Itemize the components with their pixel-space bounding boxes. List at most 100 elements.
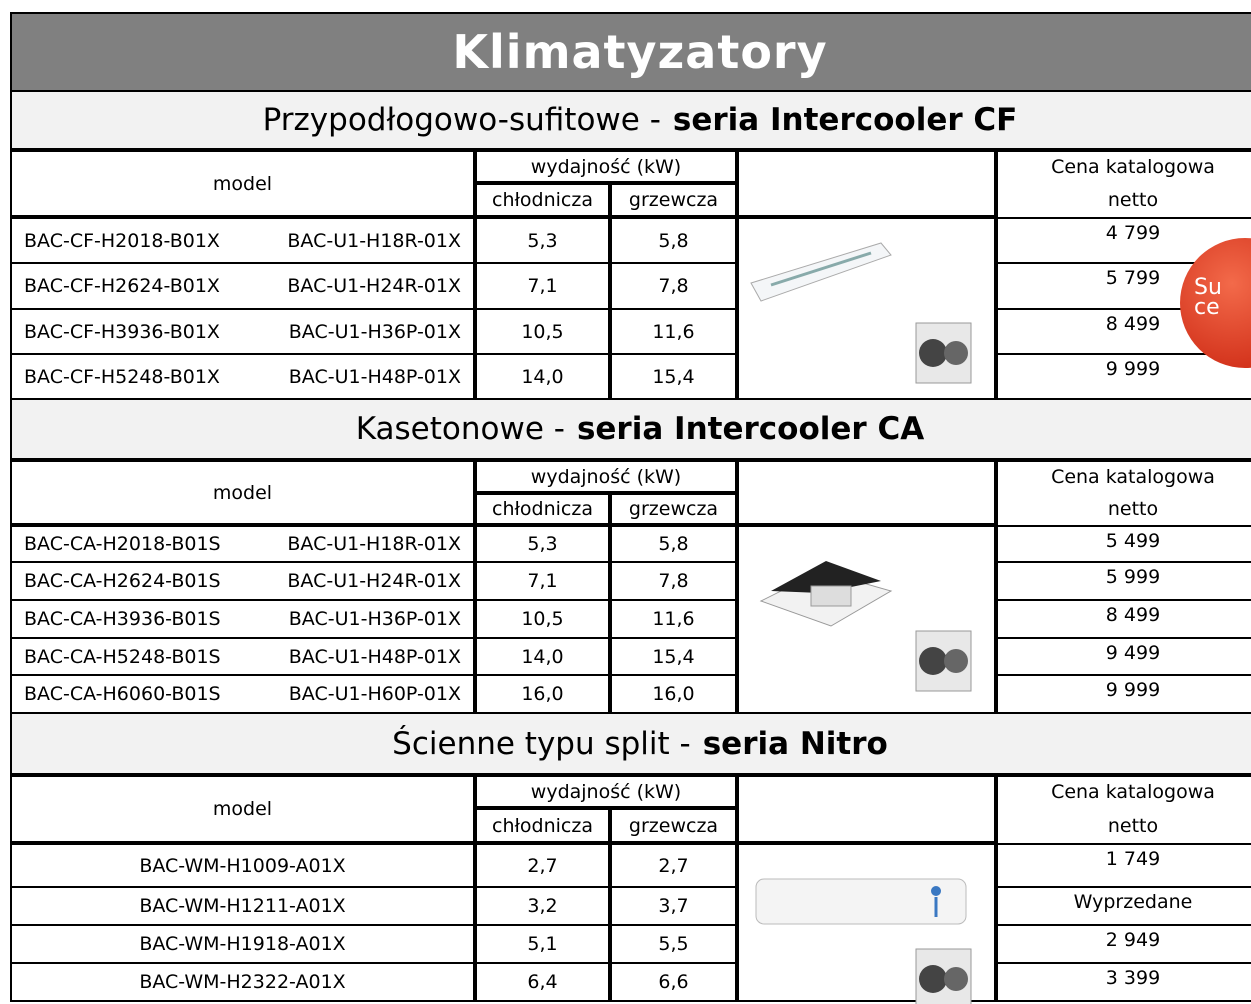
model-name: BAC-WM-H1918-A01X bbox=[139, 933, 345, 955]
header-text: Cena katalogowa bbox=[996, 460, 1251, 493]
price-cell: 1 749 bbox=[996, 843, 1251, 888]
section-heading: Ścienne typu split - seria Nitro bbox=[10, 712, 1251, 775]
heating-cell: 7,8 bbox=[610, 262, 737, 310]
image-shape bbox=[811, 586, 851, 606]
header-cell: model bbox=[10, 460, 475, 525]
image-shape bbox=[919, 647, 947, 675]
cooling-cell: 14,0 bbox=[475, 637, 610, 676]
price-cell: 9 999 bbox=[996, 674, 1251, 714]
outdoor-model: BAC-U1-H18R-01X bbox=[287, 533, 461, 555]
image-cell bbox=[737, 525, 996, 714]
model-cell: BAC-CA-H5248-B01S BAC-U1-H48P-01X bbox=[10, 637, 475, 676]
price-cell: 9 999 bbox=[996, 353, 1251, 400]
heating-cell: 5,8 bbox=[610, 217, 737, 264]
price-cell: 2 949 bbox=[996, 924, 1251, 964]
cooling-cell: 10,5 bbox=[475, 599, 610, 639]
header-cell: model bbox=[10, 150, 475, 217]
header-cell: model bbox=[10, 775, 475, 843]
price-cell: 3 399 bbox=[996, 962, 1251, 1002]
product-image bbox=[741, 223, 996, 398]
cooling-cell: 2,7 bbox=[475, 843, 610, 888]
model-cell: BAC-WM-H1918-A01X bbox=[10, 924, 475, 964]
cooling-cell: 16,0 bbox=[475, 674, 610, 714]
heating-cell: 5,8 bbox=[610, 525, 737, 563]
model-name: BAC-CF-H3936-B01X bbox=[24, 321, 220, 343]
price-cell: 9 499 bbox=[996, 637, 1251, 676]
model-name: BAC-CF-H2624-B01X bbox=[24, 275, 220, 297]
heating-cell: 5,5 bbox=[610, 924, 737, 964]
section-series: seria Intercooler CF bbox=[673, 102, 1017, 138]
header-cell: wydajność (kW) bbox=[475, 460, 737, 493]
price-list: Klimatyzatory Przypodłogowo-sufitowe -se… bbox=[0, 0, 1251, 1004]
image-shape bbox=[944, 649, 968, 673]
image-cell bbox=[737, 843, 996, 1002]
image-shape bbox=[919, 965, 947, 993]
image-shape bbox=[944, 967, 968, 991]
header-text: netto bbox=[996, 183, 1251, 217]
model-cell: BAC-CF-H3936-B01X BAC-U1-H36P-01X bbox=[10, 308, 475, 355]
model-cell: BAC-WM-H2322-A01X bbox=[10, 962, 475, 1002]
outdoor-model: BAC-U1-H36P-01X bbox=[289, 321, 461, 343]
heating-cell: 15,4 bbox=[610, 637, 737, 676]
cooling-cell: 7,1 bbox=[475, 561, 610, 601]
header-cell: chłodnicza bbox=[475, 808, 610, 843]
outdoor-model: BAC-U1-H24R-01X bbox=[287, 275, 461, 297]
outdoor-model: BAC-U1-H18R-01X bbox=[287, 230, 461, 252]
cooling-cell: 3,2 bbox=[475, 886, 610, 926]
image-shape bbox=[944, 341, 968, 365]
cooling-cell: 10,5 bbox=[475, 308, 610, 355]
header-cell bbox=[737, 775, 996, 843]
model-cell: BAC-CF-H2624-B01X BAC-U1-H24R-01X bbox=[10, 262, 475, 310]
outdoor-model: BAC-U1-H48P-01X bbox=[289, 646, 461, 668]
heating-cell: 11,6 bbox=[610, 308, 737, 355]
badge-text: ce bbox=[1194, 298, 1251, 318]
heating-cell: 2,7 bbox=[610, 843, 737, 888]
model-name: BAC-CA-H5248-B01S bbox=[24, 646, 221, 668]
model-name: BAC-CF-H2018-B01X bbox=[24, 230, 220, 252]
cooling-cell: 6,4 bbox=[475, 962, 610, 1002]
image-shape bbox=[751, 243, 891, 301]
cooling-cell: 5,3 bbox=[475, 217, 610, 264]
model-cell: BAC-CA-H6060-B01S BAC-U1-H60P-01X bbox=[10, 674, 475, 714]
model-cell: BAC-CF-H2018-B01X BAC-U1-H18R-01X bbox=[10, 217, 475, 264]
section-series: seria Nitro bbox=[703, 726, 888, 762]
outdoor-model: BAC-U1-H36P-01X bbox=[289, 608, 461, 630]
model-cell: BAC-CF-H5248-B01X BAC-U1-H48P-01X bbox=[10, 353, 475, 400]
image-shape bbox=[931, 886, 941, 896]
price-cell: 5 499 bbox=[996, 525, 1251, 563]
outdoor-model: BAC-U1-H48P-01X bbox=[289, 366, 461, 388]
heating-cell: 16,0 bbox=[610, 674, 737, 714]
header-cell: grzewcza bbox=[610, 808, 737, 843]
cooling-cell: 5,3 bbox=[475, 525, 610, 563]
model-name: BAC-CF-H5248-B01X bbox=[24, 366, 220, 388]
heating-cell: 7,8 bbox=[610, 561, 737, 601]
page-title: Klimatyzatory bbox=[10, 12, 1251, 92]
heating-cell: 6,6 bbox=[610, 962, 737, 1002]
model-cell: BAC-CA-H2624-B01SBAC-U1-H24R-01X bbox=[10, 561, 475, 601]
image-shape bbox=[919, 339, 947, 367]
header-cell: chłodnicza bbox=[475, 183, 610, 217]
cooling-cell: 14,0 bbox=[475, 353, 610, 400]
header-cell bbox=[737, 460, 996, 525]
header-cell: wydajność (kW) bbox=[475, 775, 737, 808]
section-series: seria Intercooler CA bbox=[577, 411, 924, 447]
heating-cell: 11,6 bbox=[610, 599, 737, 639]
section-heading: Kasetonowe - seria Intercooler CA bbox=[10, 398, 1251, 460]
price-cell: 5 999 bbox=[996, 561, 1251, 601]
outdoor-model: BAC-U1-H60P-01X bbox=[289, 683, 461, 705]
section-name: Kasetonowe - bbox=[356, 411, 565, 447]
image-cell bbox=[737, 217, 996, 400]
model-cell: BAC-CA-H2018-B01S BAC-U1-H18R-01X bbox=[10, 525, 475, 563]
heating-cell: 15,4 bbox=[610, 353, 737, 400]
section-heading: Przypodłogowo-sufitowe -seria Intercoole… bbox=[10, 90, 1251, 150]
header-text: netto bbox=[996, 808, 1251, 843]
price-cell: Wyprzedane bbox=[996, 886, 1251, 926]
model-name: BAC-CA-H6060-B01S bbox=[24, 683, 221, 705]
model-name: BAC-CA-H2018-B01S bbox=[24, 533, 221, 555]
header-cell: wydajność (kW) bbox=[475, 150, 737, 183]
section-name: Ścienne typu split - bbox=[392, 726, 691, 762]
header-text: netto bbox=[996, 493, 1251, 525]
model-name: BAC-WM-H1211-A01X bbox=[139, 895, 345, 917]
model-name: BAC-CA-H2624-B01S bbox=[24, 570, 221, 592]
